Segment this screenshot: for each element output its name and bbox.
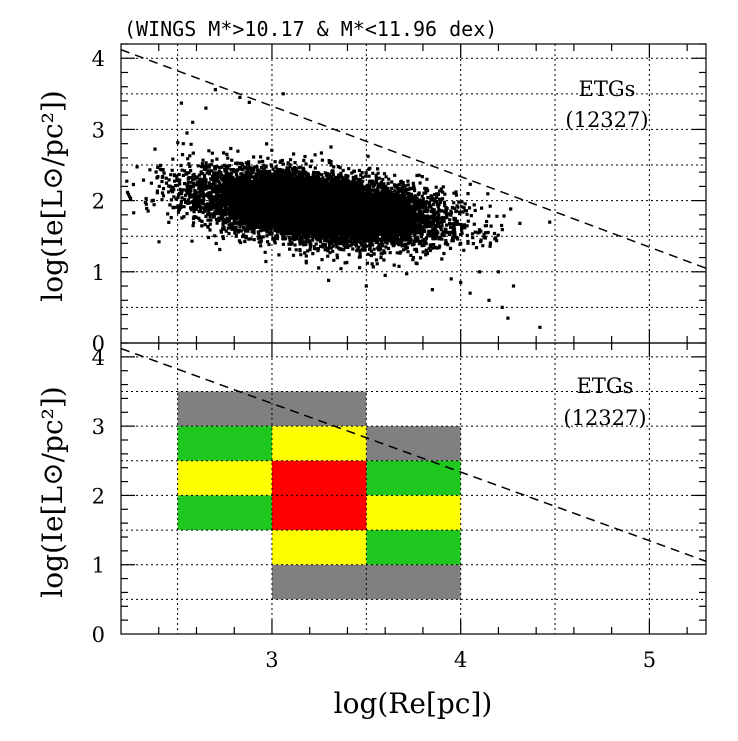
bottom-panel-y-tick-labels: 0 1 2 3 4 bbox=[92, 346, 105, 647]
chart-title: (WINGS M*>10.17 & M*<11.96 dex) bbox=[124, 17, 497, 41]
y-tick-label: 3 bbox=[92, 118, 105, 142]
x-tick-label: 5 bbox=[643, 648, 656, 672]
y-tick-label: 1 bbox=[92, 261, 105, 285]
top-panel-scatter bbox=[125, 141, 552, 276]
bottom-panel-y-axis-title: log(Ie[L⊙/pc²]) bbox=[36, 386, 69, 597]
bottom-panel-annotation-count: (12327) bbox=[563, 406, 646, 430]
y-tick-label: 1 bbox=[92, 554, 105, 578]
top-panel-ticks bbox=[121, 43, 706, 343]
heatmap-cell-green bbox=[366, 460, 461, 496]
top-panel-annotation-label: ETGs bbox=[579, 77, 636, 101]
heatmap-cell-green bbox=[177, 426, 272, 461]
heatmap-cell-green bbox=[177, 495, 272, 531]
y-tick-label: 4 bbox=[92, 47, 105, 71]
heatmap-cell-yellow bbox=[271, 426, 367, 461]
y-tick-label: 4 bbox=[92, 346, 105, 370]
y-tick-label: 3 bbox=[92, 415, 105, 439]
top-panel-y-tick-labels: 0 1 2 3 4 bbox=[92, 47, 105, 356]
top-panel-annotation-count: (12327) bbox=[565, 108, 648, 132]
y-tick-label: 2 bbox=[92, 484, 105, 508]
bottom-panel-reference-line bbox=[120, 347, 707, 562]
y-tick-label: 0 bbox=[92, 332, 105, 356]
x-tick-label: 3 bbox=[265, 648, 278, 672]
bottom-panel-heatmap-cells bbox=[177, 391, 461, 600]
bottom-panel-x-tick-labels: 3 4 5 bbox=[265, 648, 656, 672]
x-tick-label: 4 bbox=[454, 648, 467, 672]
heatmap-cell-yellow bbox=[366, 495, 461, 531]
heatmap-cell-yellow bbox=[271, 530, 367, 565]
bottom-panel-ticks bbox=[121, 342, 706, 634]
heatmap-cell-green bbox=[366, 530, 461, 565]
heatmap-cell-yellow bbox=[177, 460, 272, 496]
scatter-cloud bbox=[125, 141, 552, 276]
y-tick-label: 2 bbox=[92, 190, 105, 214]
bottom-panel-frame bbox=[120, 342, 707, 635]
top-panel-y-axis-title: log(Ie[L⊙/pc²]) bbox=[36, 90, 69, 301]
y-tick-label: 0 bbox=[92, 623, 105, 647]
x-axis-title: log(Re[pc]) bbox=[334, 687, 493, 720]
bottom-panel-grid bbox=[121, 343, 706, 634]
bottom-panel-annotation-label: ETGs bbox=[577, 374, 634, 398]
